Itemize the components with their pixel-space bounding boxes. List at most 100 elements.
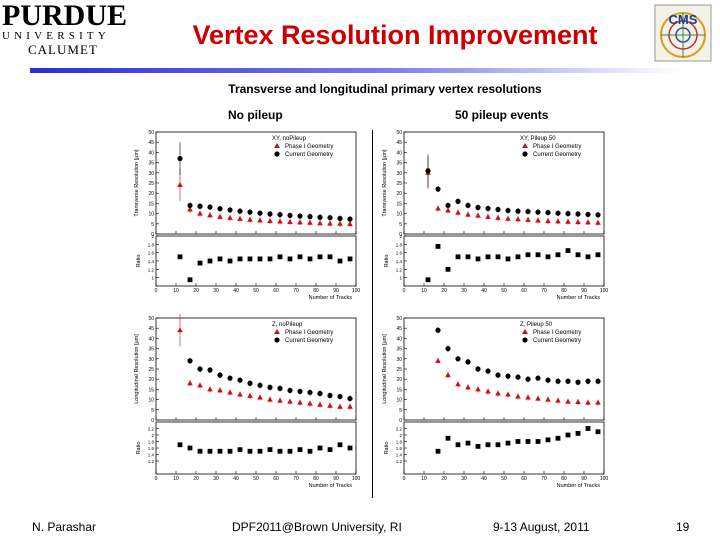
point-phase1 <box>485 388 491 394</box>
ratio-tick-label: 1.2 <box>396 459 403 464</box>
ratio-point <box>337 442 343 448</box>
ratio-point <box>595 429 601 435</box>
ratio-point <box>505 440 511 446</box>
ratio-point <box>445 266 451 272</box>
point-phase1 <box>575 399 581 405</box>
x-axis-label: Number of Tracks <box>309 295 353 300</box>
point-current <box>465 202 471 209</box>
plot-panel-z-pileup50: 0 5 10 15 20 25 30 35 40 45 50 0 10 20 30 40 50 60 70 80 90 1… <box>382 316 608 488</box>
ratio-point <box>475 256 481 262</box>
ratio-point <box>347 256 353 262</box>
point-phase1 <box>197 210 203 216</box>
y-tick-label: 30 <box>148 357 154 363</box>
plot-panel-z-nopileup: 0 5 10 15 20 25 30 35 40 45 50 0 10 20 30 40 50 60 70 80 90 1… <box>134 314 360 488</box>
point-current <box>505 207 511 214</box>
point-current <box>545 209 551 216</box>
ratio-tick-label: 1.2 <box>396 267 403 272</box>
x-axis-label: Number of Tracks <box>557 483 601 488</box>
ratio-point <box>515 254 521 260</box>
point-current <box>475 204 481 211</box>
x-tick-label: 10 <box>173 476 179 482</box>
ratio-point <box>307 256 313 262</box>
point-phase1 <box>555 218 561 224</box>
footer-author: N. Parashar <box>32 520 97 534</box>
legend-label-phase1: Phase I Geometry <box>285 330 333 336</box>
point-current <box>257 382 263 388</box>
point-phase1 <box>555 397 561 403</box>
point-current <box>575 379 581 385</box>
y-tick-label: 45 <box>396 140 402 146</box>
point-current <box>327 392 333 399</box>
x-tick-label: 60 <box>521 476 527 482</box>
y-tick-label: 35 <box>148 161 154 167</box>
ratio-point <box>317 254 323 260</box>
point-current <box>177 155 183 162</box>
ratio-tick-label: 2 <box>151 234 154 239</box>
ratio-point <box>327 254 333 260</box>
point-current <box>595 212 601 218</box>
legend-label-phase1: Phase I Geometry <box>533 330 581 336</box>
y-tick-label: 35 <box>148 347 154 353</box>
x-axis-label: Number of Tracks <box>309 483 353 488</box>
ratio-point <box>197 260 203 266</box>
x-tick-label: 80 <box>313 288 319 294</box>
point-current <box>485 205 491 212</box>
ratio-point <box>495 254 501 260</box>
point-current <box>585 211 591 218</box>
point-phase1 <box>297 399 303 405</box>
ratio-point <box>227 448 233 454</box>
point-phase1 <box>585 399 591 405</box>
point-phase1 <box>187 380 193 386</box>
y-tick-label: 25 <box>396 181 402 187</box>
point-current <box>267 211 273 217</box>
column-title-50-pileup: 50 pileup events <box>455 108 549 122</box>
ratio-point <box>207 448 213 454</box>
ratio-tick-label: 1.4 <box>396 453 403 458</box>
ratio-point <box>435 448 441 454</box>
ratio-tick-label: 1.8 <box>396 440 403 445</box>
footer-date: 9-13 August, 2011 <box>493 520 590 534</box>
point-current <box>445 202 451 209</box>
point-phase1 <box>565 218 571 224</box>
y-tick-label: 45 <box>148 326 154 332</box>
x-tick-label: 40 <box>233 288 239 294</box>
point-phase1 <box>505 215 511 221</box>
y-tick-label: 0 <box>399 232 402 238</box>
y-tick-label: 10 <box>396 398 402 404</box>
point-current <box>217 372 223 378</box>
point-current <box>545 377 551 383</box>
y-tick-label: 30 <box>148 171 154 177</box>
ratio-tick-label: 1.8 <box>148 440 155 445</box>
x-tick-label: 80 <box>313 476 319 482</box>
point-phase1 <box>177 327 183 333</box>
x-tick-label: 100 <box>600 288 609 294</box>
legend-marker-current <box>274 337 280 343</box>
ratio-point <box>555 435 561 441</box>
point-phase1 <box>585 219 591 225</box>
point-phase1 <box>227 214 233 220</box>
point-phase1 <box>197 382 203 388</box>
ratio-point <box>277 254 283 260</box>
legend-marker-current <box>274 151 280 157</box>
x-tick-label: 30 <box>213 476 219 482</box>
x-tick-label: 50 <box>501 476 507 482</box>
point-phase1 <box>317 401 323 407</box>
point-phase1 <box>177 182 183 188</box>
point-phase1 <box>237 391 243 397</box>
footer-page-number: 19 <box>676 520 690 534</box>
point-phase1 <box>485 213 491 219</box>
x-tick-label: 20 <box>441 476 447 482</box>
ratio-point <box>545 254 551 260</box>
point-current <box>247 209 253 215</box>
y-tick-label: 15 <box>148 201 154 207</box>
x-tick-label: 60 <box>521 288 527 294</box>
x-axis-label: Number of Tracks <box>557 295 601 300</box>
ratio-point <box>515 439 521 444</box>
point-phase1 <box>257 217 263 223</box>
point-phase1 <box>297 219 303 225</box>
point-current <box>317 214 323 220</box>
y-tick-label: 0 <box>399 418 402 424</box>
y-tick-label: 15 <box>396 387 402 393</box>
y-tick-label: 40 <box>396 150 402 156</box>
ratio-tick-label: 1.4 <box>148 259 155 264</box>
